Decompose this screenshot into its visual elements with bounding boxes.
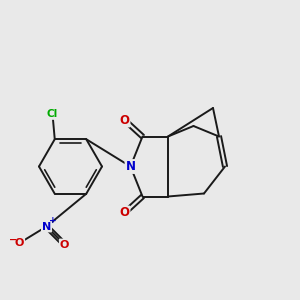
Text: −: − — [9, 234, 17, 244]
Text: N: N — [125, 160, 136, 173]
Text: O: O — [15, 238, 24, 248]
Text: O: O — [119, 113, 130, 127]
Text: N: N — [42, 221, 51, 232]
Text: O: O — [119, 206, 130, 220]
Text: O: O — [60, 239, 69, 250]
Text: Cl: Cl — [47, 109, 58, 119]
Text: +: + — [49, 216, 57, 225]
